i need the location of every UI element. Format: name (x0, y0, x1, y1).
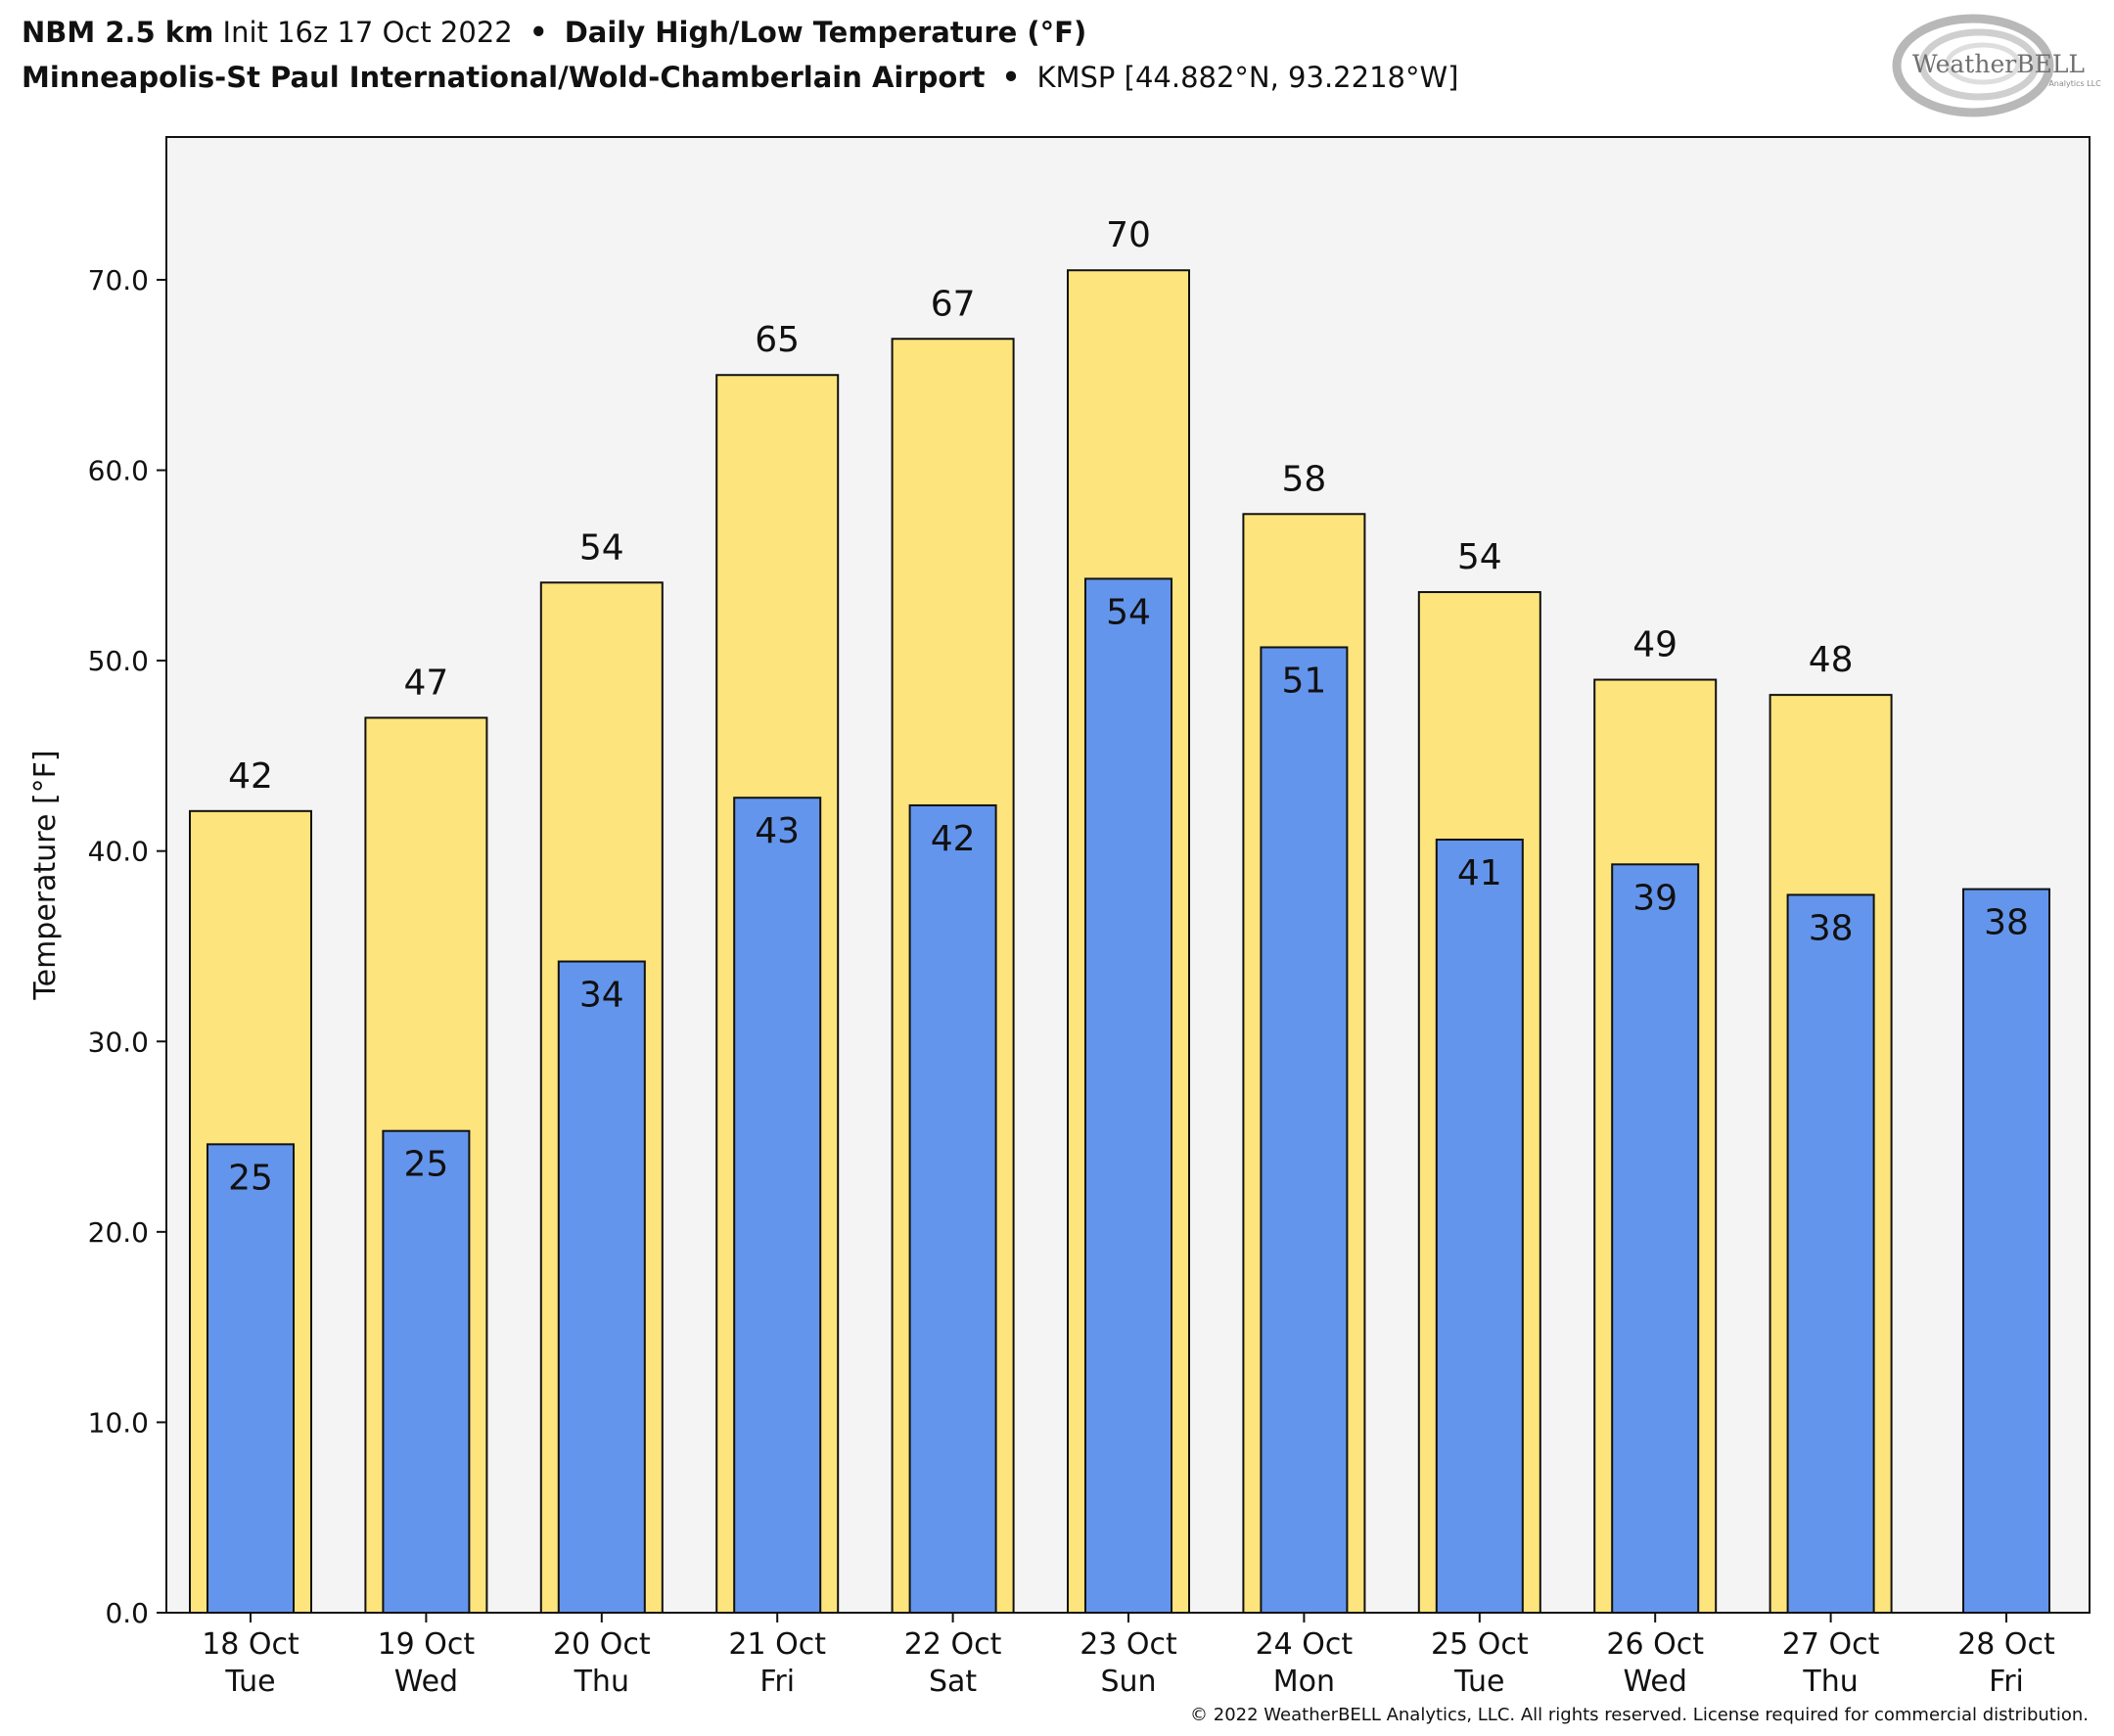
low-temp-bar (1260, 646, 1349, 1614)
weatherbell-logo: WeatherBELL Analytics LLC (1892, 14, 2101, 117)
copyright-notice: © 2022 WeatherBELL Analytics, LLC. All r… (1190, 1705, 2089, 1725)
high-temp-label: 70 (1106, 215, 1151, 255)
x-tick-label-date: 23 Oct (1080, 1627, 1177, 1662)
low-temp-bar (1084, 577, 1172, 1614)
x-tick-label-weekday: Thu (574, 1665, 629, 1699)
low-temp-label: 43 (755, 811, 800, 851)
high-temp-label: 67 (931, 284, 976, 324)
x-tick-label-weekday: Thu (1802, 1665, 1858, 1699)
y-tick-label: 20.0 (88, 1216, 149, 1249)
logo-subtext: Analytics LLC (2048, 79, 2101, 88)
low-temp-label: 42 (931, 819, 976, 859)
high-temp-label: 49 (1632, 625, 1677, 665)
x-tick-label-weekday: Tue (1453, 1665, 1504, 1699)
y-tick-label: 70.0 (88, 264, 149, 297)
high-temp-label: 54 (579, 527, 624, 568)
x-tick-label-date: 18 Oct (202, 1627, 299, 1662)
low-temp-bar (908, 803, 997, 1614)
x-tick-label-date: 26 Oct (1606, 1627, 1704, 1662)
low-temp-bar (1611, 863, 1700, 1614)
low-temp-bar (1786, 893, 1875, 1614)
header-line-2: Minneapolis-St Paul International/Wold-C… (22, 55, 1861, 100)
low-temp-label: 54 (1106, 592, 1151, 632)
x-tick-label-date: 19 Oct (378, 1627, 476, 1662)
y-tick-label: 30.0 (88, 1026, 149, 1058)
product-title: Daily High/Low Temperature (°F) (564, 16, 1087, 49)
station-id-coords: KMSP [44.882°N, 93.2218°W] (1036, 61, 1459, 94)
low-temp-bar (1962, 888, 2050, 1614)
y-axis-label: Temperature [°F] (28, 750, 63, 1000)
high-temp-label: 65 (755, 320, 800, 360)
high-temp-label: 47 (403, 662, 448, 703)
high-temp-label: 58 (1281, 459, 1326, 499)
model-name: NBM 2.5 km (22, 16, 214, 49)
low-temp-label: 41 (1457, 853, 1502, 893)
x-tick-label-date: 25 Oct (1431, 1627, 1529, 1662)
low-temp-label: 25 (228, 1158, 273, 1198)
y-tick-label: 50.0 (88, 645, 149, 677)
low-temp-label: 25 (403, 1145, 448, 1185)
station-name: Minneapolis-St Paul International/Wold-C… (22, 61, 986, 94)
x-tick-label-weekday: Wed (1623, 1665, 1686, 1699)
header-line-1: NBM 2.5 km Init 16z 17 Oct 2022 • Daily … (22, 10, 1861, 55)
low-temp-bar (382, 1129, 471, 1614)
x-tick-label-weekday: Sun (1100, 1665, 1156, 1699)
low-temp-label: 38 (1984, 903, 2029, 943)
low-temp-bar (733, 797, 822, 1614)
x-tick-label-weekday: Mon (1273, 1665, 1335, 1699)
logo-text: WeatherBELL (1912, 50, 2085, 78)
separator: • (1001, 61, 1021, 94)
y-tick-label: 10.0 (88, 1406, 149, 1439)
chart-header: NBM 2.5 km Init 16z 17 Oct 2022 • Daily … (22, 10, 1861, 100)
y-tick-label: 0.0 (105, 1597, 149, 1629)
y-tick-label: 60.0 (88, 455, 149, 487)
high-temp-label: 42 (228, 756, 273, 797)
low-temp-label: 51 (1281, 661, 1326, 701)
x-tick-label-weekday: Sat (929, 1665, 977, 1699)
low-temp-label: 39 (1632, 878, 1677, 918)
x-tick-label-weekday: Fri (1989, 1665, 2024, 1699)
x-tick-label-weekday: Tue (224, 1665, 275, 1699)
x-tick-label-date: 21 Oct (728, 1627, 826, 1662)
x-tick-label-weekday: Wed (394, 1665, 458, 1699)
x-tick-label-date: 24 Oct (1256, 1627, 1354, 1662)
init-time: Init 16z 17 Oct 2022 (222, 16, 513, 49)
low-temp-bar (1435, 839, 1524, 1614)
low-temp-label: 38 (1809, 908, 1854, 948)
x-tick-label-date: 20 Oct (553, 1627, 651, 1662)
x-tick-label-date: 27 Oct (1782, 1627, 1880, 1662)
low-temp-label: 34 (579, 976, 624, 1016)
x-tick-label-weekday: Fri (759, 1665, 795, 1699)
high-temp-label: 54 (1457, 537, 1502, 577)
x-tick-label-date: 28 Oct (1957, 1627, 2055, 1662)
high-temp-label: 48 (1809, 640, 1854, 680)
x-tick-label-date: 22 Oct (904, 1627, 1002, 1662)
y-tick-label: 40.0 (88, 836, 149, 868)
low-temp-bar (557, 960, 646, 1614)
separator: • (528, 16, 548, 49)
low-temp-bar (207, 1143, 295, 1615)
